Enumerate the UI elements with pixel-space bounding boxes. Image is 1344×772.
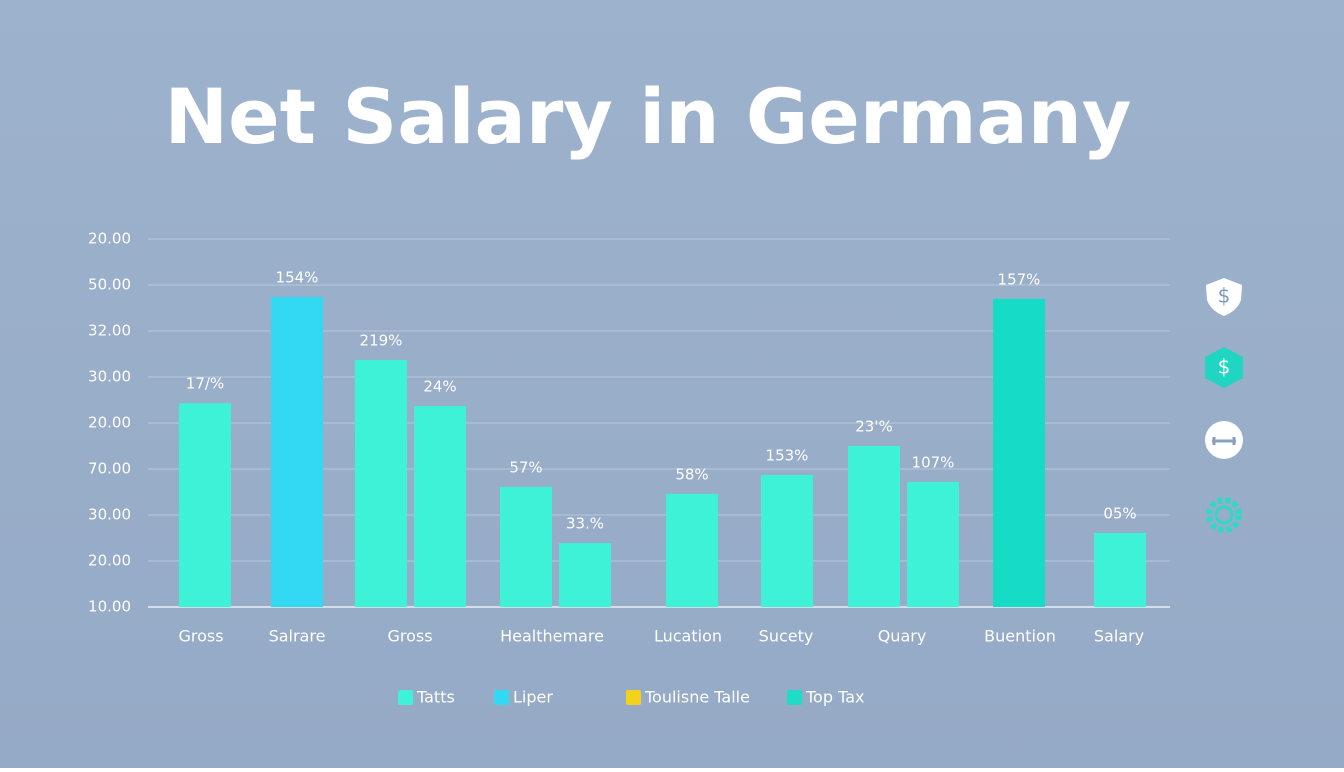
x-tick-label: Salrare [269,627,326,646]
chart-title: Net Salary in Germany [165,72,1132,161]
icon-text: $ [1218,355,1231,379]
bar [414,405,466,607]
x-tick-label: Gross [387,627,432,646]
bar-annotation: 154% [276,268,319,286]
bar-annotation: 17/% [186,375,224,393]
bar-annotation: 33.% [566,515,604,533]
y-tick-label: 30.00 [88,368,131,386]
side-icons: $ $ [1205,278,1243,533]
bar-annotation: 23'% [855,418,892,436]
circle-icon-glyph [1212,437,1236,445]
gear-icon [1206,497,1242,533]
y-tick-label: 20.00 [88,230,131,248]
y-tick-label: 10.00 [88,598,131,616]
legend-label: Top Tax [805,688,864,707]
bar-annotation: 24% [423,377,456,395]
bar-annotation: 107% [912,453,955,471]
legend-swatch [787,690,802,705]
bar [271,296,323,607]
bar [761,474,813,607]
bar-annotation: 57% [509,458,542,476]
x-tick-label: Lucation [654,627,722,646]
legend-label: Tatts [416,688,455,707]
bar [1094,532,1146,607]
bar [355,359,407,607]
bar-annotation: 58% [675,465,708,483]
bar [559,543,611,607]
x-tick-label: Gross [178,627,223,646]
legend-label: Toulisne Talle [644,688,750,707]
legend-label: Liper [513,688,553,707]
bar-annotation: 157% [998,270,1041,288]
hex-icon [1205,347,1243,388]
x-tick-label: Salary [1094,627,1144,646]
x-tick-label: Sucety [759,627,814,646]
gear-icon-core [1214,505,1234,525]
shield-icon [1206,278,1242,316]
bar-annotation: 153% [766,446,809,464]
legend-swatch [626,690,641,705]
bar [993,298,1045,607]
bar [666,493,718,607]
legend-swatch [494,690,509,705]
icon-text: $ [1218,284,1231,308]
bar [179,403,231,607]
x-tick-label: Quary [878,627,927,646]
bar [848,446,900,607]
y-tick-label: 30.00 [88,506,131,524]
y-tick-label: 50.00 [88,276,131,294]
y-tick-label: 70.00 [88,460,131,478]
y-tick-label: 32.00 [88,322,131,340]
bar-annotation: 05% [1103,504,1136,522]
bar [907,481,959,607]
legend-swatch [398,690,413,705]
y-tick-label: 20.00 [88,552,131,570]
bar [500,486,552,607]
y-tick-label: 20.00 [88,414,131,432]
x-tick-label: Buention [984,627,1056,646]
x-tick-label: Healthemare [500,627,604,646]
bar-annotation: 219% [360,331,403,349]
